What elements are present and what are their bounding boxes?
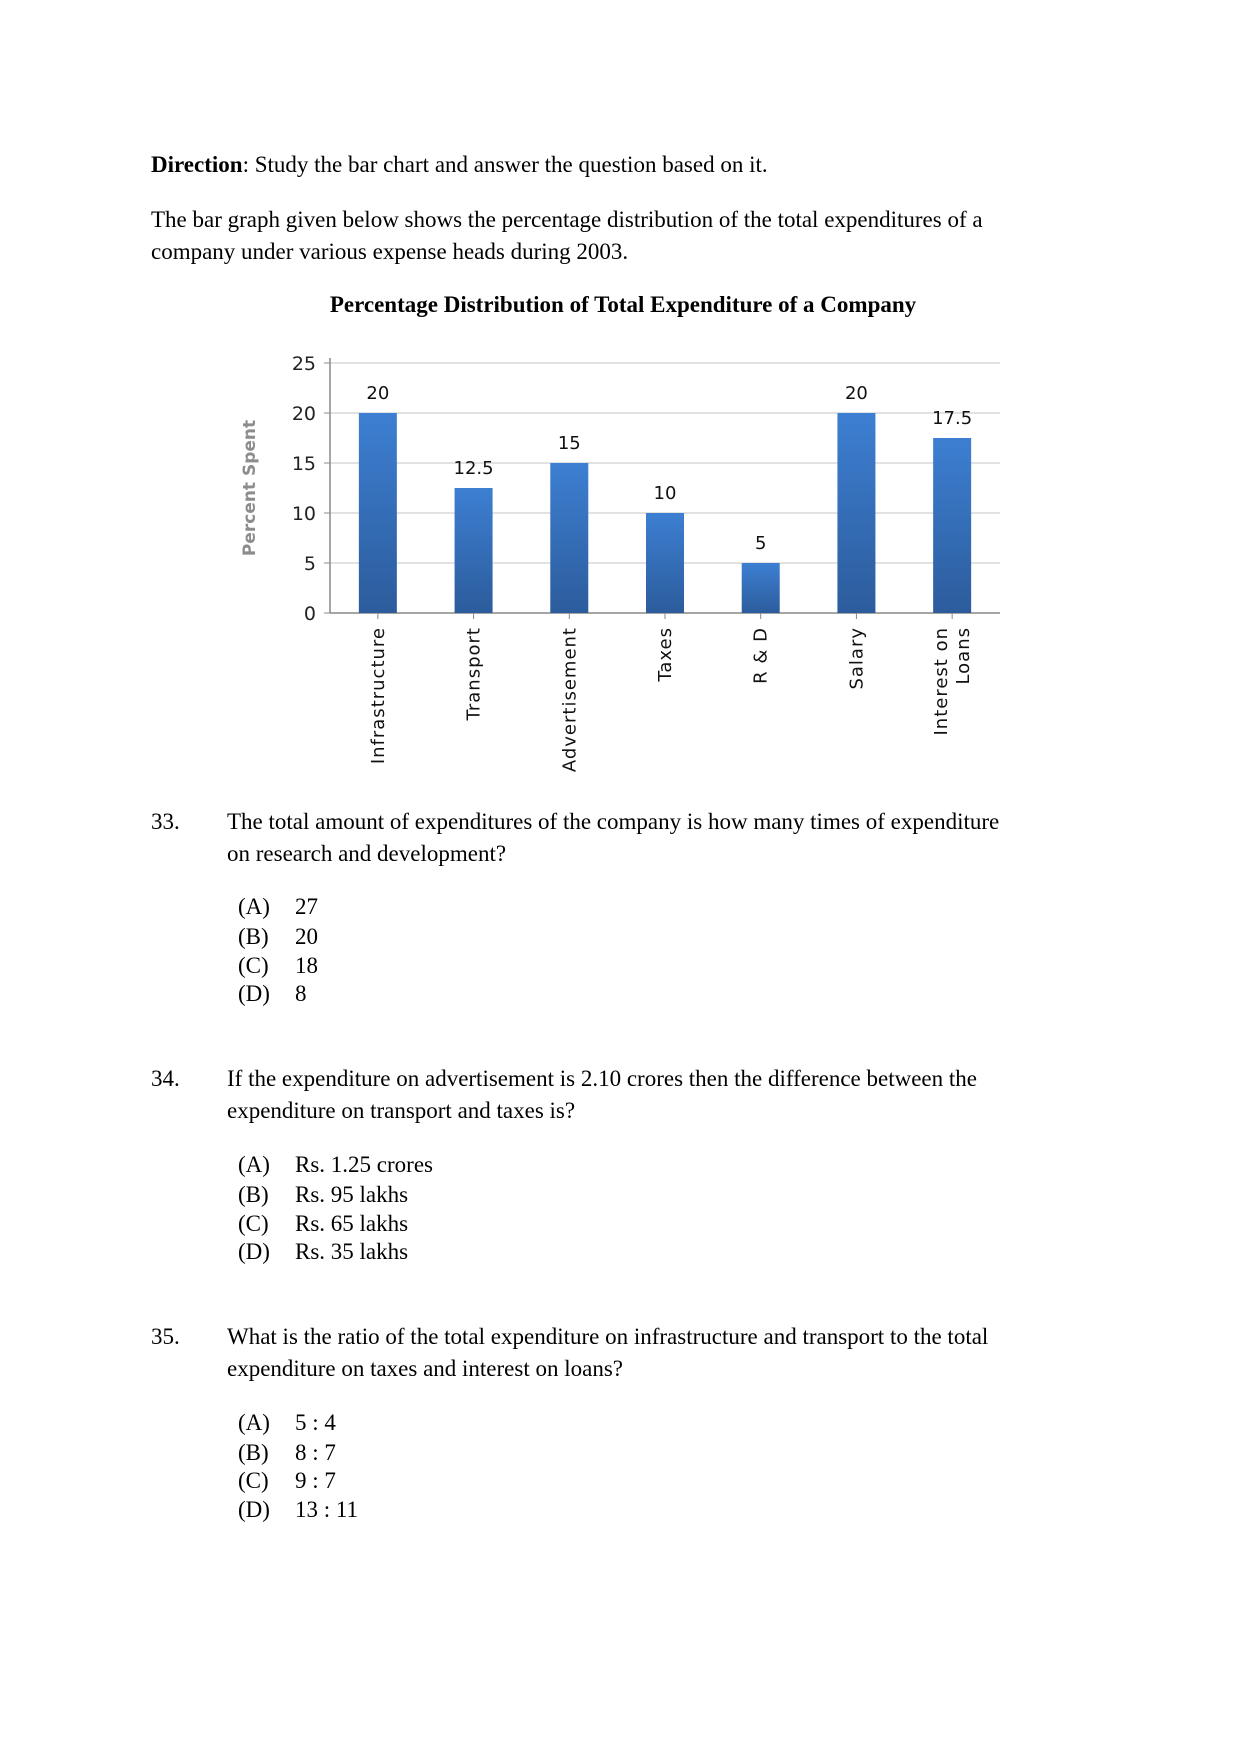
bar — [454, 488, 493, 613]
question-text-line: on research and development? — [227, 841, 507, 866]
x-tick-label: R & D — [751, 627, 772, 684]
x-tick-label: Infrastructure — [368, 627, 389, 764]
option-label: (B) — [238, 924, 269, 949]
option-label: (D) — [238, 981, 270, 1006]
data-label: 20 — [845, 383, 868, 404]
option-text: 8 : 7 — [295, 1440, 336, 1465]
direction: Direction: Study the bar chart and answe… — [151, 150, 768, 180]
y-tick-label: 10 — [292, 503, 316, 525]
y-tick-label: 0 — [304, 603, 316, 625]
question-text-line: What is the ratio of the total expenditu… — [227, 1324, 989, 1349]
option-text: Rs. 65 lakhs — [295, 1211, 409, 1236]
bar — [837, 413, 876, 613]
option-text: 5 : 4 — [295, 1410, 336, 1435]
question-number: 33. — [151, 809, 180, 834]
x-tick-label: Taxes — [655, 627, 676, 683]
option-text: 13 : 11 — [295, 1497, 359, 1522]
option-label: (C) — [238, 1468, 269, 1493]
direction-text: : Study the bar chart and answer the que… — [242, 152, 768, 177]
option-text: 18 — [295, 953, 318, 978]
question-text-line: If the expenditure on advertisement is 2… — [227, 1066, 977, 1091]
data-label: 5 — [755, 533, 766, 554]
bar-chart: 0 5 10 15 20 25 Percent Spent 20 Infrastructure 1… — [240, 353, 1000, 772]
intro-line-1: The bar graph given below shows the perc… — [151, 207, 983, 232]
bar — [358, 413, 397, 613]
y-tick-label: 5 — [304, 553, 316, 575]
option-text: Rs. 1.25 crores — [295, 1152, 433, 1177]
option-text: Rs. 95 lakhs — [295, 1182, 409, 1207]
option-text: Rs. 35 lakhs — [295, 1239, 409, 1264]
direction-label: Direction — [151, 152, 243, 177]
y-tick-label: 15 — [292, 453, 316, 475]
x-tick-label: Loans — [953, 627, 974, 685]
question-number: 34. — [151, 1066, 180, 1091]
chart-title: Percentage Distribution of Total Expendi… — [329, 292, 917, 317]
option-label: (B) — [238, 1182, 269, 1207]
intro-line-2: company under various expense heads duri… — [151, 239, 629, 264]
data-label: 10 — [654, 483, 677, 504]
x-tick-label: Advertisement — [559, 627, 580, 772]
question-text-line: expenditure on transport and taxes is? — [227, 1098, 576, 1123]
data-label: 12.5 — [454, 458, 494, 479]
option-label: (C) — [238, 1211, 269, 1236]
y-tick-label: 20 — [292, 403, 316, 425]
option-label: (A) — [238, 1152, 270, 1177]
bar — [741, 563, 780, 613]
option-text: 27 — [295, 894, 318, 919]
question-number: 35. — [151, 1324, 180, 1349]
option-text: 8 — [295, 981, 307, 1006]
question-text-line: The total amount of expenditures of the … — [227, 809, 1000, 834]
option-label: (D) — [238, 1497, 270, 1522]
y-tick-label: 25 — [292, 353, 316, 375]
bar — [550, 463, 589, 613]
x-tick-label: Transport — [464, 627, 485, 721]
y-axis-label: Percent Spent — [240, 420, 260, 556]
data-label: 17.5 — [932, 408, 972, 429]
x-tick-label: Interest on — [931, 627, 952, 736]
x-tick-label: Salary — [846, 627, 867, 690]
option-label: (A) — [238, 894, 270, 919]
option-label: (C) — [238, 953, 269, 978]
data-label: 15 — [558, 433, 581, 454]
option-label: (D) — [238, 1239, 270, 1264]
data-label: 20 — [366, 383, 389, 404]
question-text-line: expenditure on taxes and interest on loa… — [227, 1356, 623, 1381]
bar — [646, 513, 684, 613]
option-label: (A) — [238, 1410, 270, 1435]
option-text: 9 : 7 — [295, 1468, 336, 1493]
option-label: (B) — [238, 1440, 269, 1465]
bar — [933, 438, 972, 613]
option-text: 20 — [295, 924, 318, 949]
